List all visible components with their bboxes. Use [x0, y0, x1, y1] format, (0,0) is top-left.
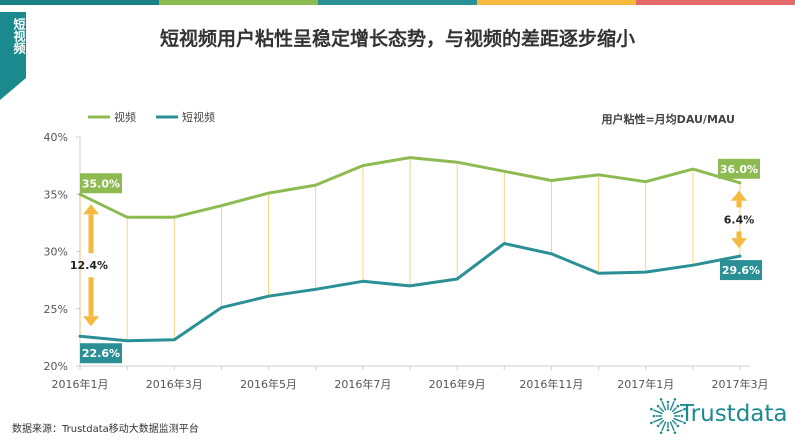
logo-ray: [673, 417, 684, 423]
x-tick-label: 2017年1月: [617, 377, 674, 391]
top-bar-segment: [318, 0, 477, 5]
logo-ray: [659, 407, 665, 413]
logo-ray: [652, 409, 663, 415]
end-gap-label: 6.4%: [724, 213, 755, 226]
end-short-label: 29.6%: [720, 260, 762, 281]
logo-burst-icon: [650, 398, 686, 434]
logo-ray: [661, 421, 667, 432]
top-bar-segment: [159, 0, 318, 5]
end-video-label: 36.0%: [718, 158, 760, 179]
start-video-label: 35.0%: [80, 173, 122, 194]
x-tick-label: 2016年11月: [519, 377, 583, 391]
top-bar-segment: [636, 0, 795, 5]
end-gap-arrow-down-head: [731, 238, 747, 249]
logo-dot: [666, 400, 670, 404]
trustdata-logo: Trustdata: [650, 392, 790, 438]
logo-ray: [652, 417, 663, 423]
logo-ray: [669, 400, 675, 411]
top-color-bar: [0, 0, 795, 5]
start-gap-arrow-down-head: [83, 316, 99, 327]
series-line-video: [78, 156, 742, 219]
end-gap-arrow-up: [731, 190, 747, 208]
y-tick-label: 40%: [44, 131, 68, 144]
section-tag-tail: [0, 78, 26, 100]
section-tag-label: 短视频: [12, 18, 26, 54]
start-gap-label: 12.4%: [70, 259, 108, 272]
start-short-label: 22.6%: [80, 343, 122, 364]
y-tick-label: 35%: [44, 188, 68, 201]
logo-dot: [680, 414, 684, 418]
legend-label: 短视频: [182, 110, 215, 124]
x-tick-label: 2017年3月: [712, 377, 769, 391]
end-video-label-text: 36.0%: [720, 163, 758, 176]
logo-dot: [656, 424, 660, 428]
logo-dot: [683, 421, 686, 425]
y-tick-label: 20%: [44, 360, 68, 373]
start-video-label-text: 35.0%: [82, 177, 120, 190]
series-lines: [78, 156, 742, 343]
logo-dot: [676, 424, 680, 428]
x-axis: 2016年1月 2016年3月 2016年5月 2016年7月 2016年9月 2016年…: [52, 365, 769, 391]
legend-label: 视频: [114, 110, 136, 124]
logo-dot: [652, 414, 656, 418]
x-tick-label: 2016年1月: [52, 377, 109, 391]
end-gap-arrow-up-head: [731, 190, 747, 201]
logo-ray: [673, 409, 684, 415]
data-source: 数据来源：Trustdata移动大数据监测平台: [12, 424, 199, 435]
y-tick-label: 30%: [44, 246, 68, 259]
top-bar-segment: [0, 0, 159, 5]
logo-dot: [683, 407, 686, 411]
logo-dot: [666, 428, 670, 432]
annotations: 35.0% 22.6% 12.4% 36.0% 29.6% 6.4%: [70, 158, 762, 364]
logo-dot: [650, 407, 653, 411]
y-axis: 20% 25% 30% 35% 40%: [44, 131, 81, 373]
start-video-label-box: [80, 173, 122, 194]
logo-ray: [661, 400, 667, 411]
start-gap-arrow-up-head: [83, 204, 99, 215]
logo-dot: [673, 398, 677, 401]
logo-dot: [659, 398, 663, 401]
start-short-label-box: [80, 343, 122, 364]
top-bar-segment: [477, 0, 636, 5]
logo-dot: [676, 404, 680, 408]
logo-dot: [656, 404, 660, 408]
x-tick-label: 2016年7月: [334, 377, 391, 391]
x-tick-label: 2016年5月: [240, 377, 297, 391]
logo-ray: [669, 421, 675, 432]
drop-lines: [79, 157, 741, 341]
page-title: 短视频用户粘性呈稳定增长态势，与视频的差距逐步缩小: [159, 28, 635, 50]
end-short-label-text: 29.6%: [722, 264, 760, 277]
start-gap-arrow-down: [83, 277, 99, 327]
x-tick-label: 2016年3月: [146, 377, 203, 391]
logo-dot: [673, 431, 677, 434]
logo-text: Trustdata: [680, 401, 788, 427]
logo-ray: [659, 419, 665, 425]
formula-note: 用户粘性=月均DAU/MAU: [601, 112, 735, 126]
logo-ray: [671, 419, 677, 425]
start-gap-arrow-up: [83, 204, 99, 254]
end-short-label-box: [720, 260, 762, 281]
y-tick-label: 25%: [44, 303, 68, 316]
end-gap-arrow-down: [731, 231, 747, 249]
section-tag: 短视频: [0, 12, 26, 100]
start-short-label-text: 22.6%: [82, 347, 120, 360]
end-video-label-box: [718, 158, 760, 179]
logo-ray: [671, 407, 677, 413]
legend: 视频 短视频: [88, 110, 215, 124]
x-tick-label: 2016年9月: [429, 377, 486, 391]
logo-dot: [659, 431, 663, 434]
series-line-short-video: [78, 242, 742, 343]
logo-dot: [650, 421, 653, 425]
